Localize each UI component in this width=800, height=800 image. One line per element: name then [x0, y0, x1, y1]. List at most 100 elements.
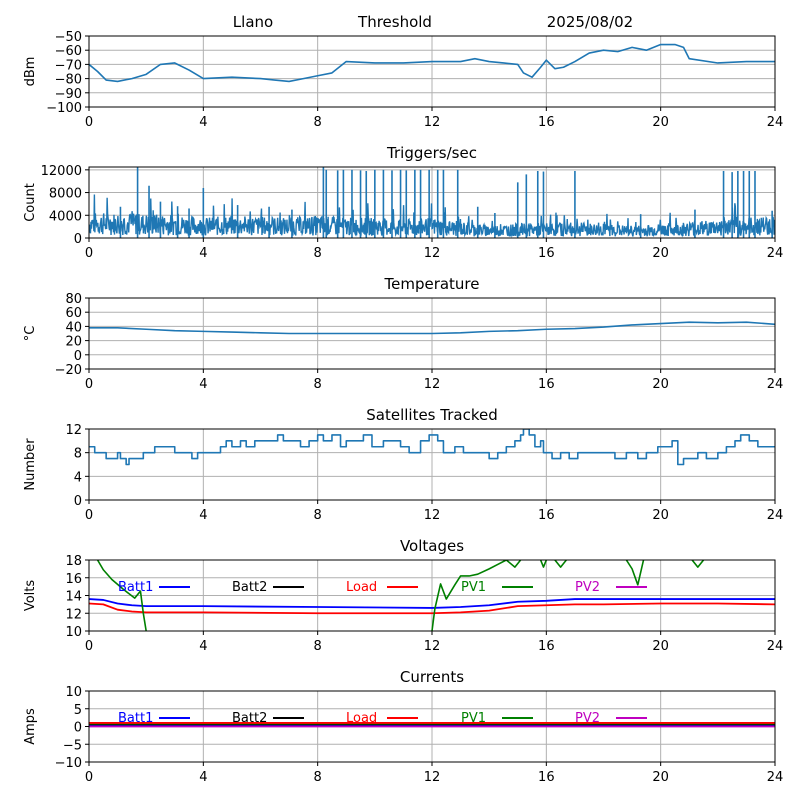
x-tick-label: 20: [652, 508, 669, 523]
y-axis-label: Amps: [23, 708, 38, 745]
x-tick-label: 8: [314, 770, 322, 785]
x-tick-label: 4: [199, 508, 207, 523]
y-tick-label: 20: [65, 335, 82, 350]
legend-label-batt1: Batt1: [118, 580, 153, 595]
plot-area: [89, 429, 775, 466]
x-tick-label: 20: [652, 639, 669, 654]
pv1-series: [96, 560, 147, 631]
panel-triggers: 0 4 8 12 16 20 24 0 4000 8000 12000 Triggers/sec Cou…: [23, 144, 783, 261]
y-axis-label: °C: [23, 326, 38, 342]
x-tick-label: 4: [199, 770, 207, 785]
panel-satellites: 0 4 8 12 16 20 24 0 4 8 12 Satellites Tracked Number: [23, 406, 783, 523]
y-tick-label: 12: [65, 423, 82, 438]
y-tick-label: −5: [63, 738, 82, 753]
chart-title: Triggers/sec: [386, 144, 477, 162]
axes-frame: [88, 35, 776, 108]
x-tick-label: 24: [767, 508, 784, 523]
plot-area: [89, 560, 775, 631]
header-date: 2025/08/02: [547, 13, 633, 31]
axes-frame: [88, 559, 776, 632]
y-tick-label: −90: [55, 87, 82, 102]
legend-label-batt2: Batt2: [232, 711, 267, 726]
axes-frame: [88, 166, 776, 239]
x-tick-label: 12: [424, 377, 441, 392]
pv1-series: [539, 560, 548, 568]
x-tick-label: 0: [85, 377, 93, 392]
y-tick-label: 10: [65, 685, 82, 700]
x-tick-label: 8: [314, 508, 322, 523]
y-tick-label: 0: [74, 721, 82, 736]
plot-area: [89, 167, 775, 238]
plot-area: [89, 722, 775, 728]
x-tick-label: 4: [199, 246, 207, 261]
x-tick-label: 8: [314, 377, 322, 392]
x-tick-label: 0: [85, 639, 93, 654]
y-tick-label: 0: [74, 232, 82, 247]
chart-title: Voltages: [400, 537, 464, 555]
y-tick-label: 12000: [41, 164, 82, 179]
plot-area: [89, 321, 775, 335]
pv1-series: [691, 560, 705, 568]
y-tick-label: −10: [55, 756, 82, 771]
y-tick-label: 8000: [49, 187, 82, 202]
y-tick-label: −50: [55, 30, 82, 45]
legend-label-pv2: PV2: [575, 580, 600, 595]
x-tick-label: 20: [652, 377, 669, 392]
x-tick-label: 8: [314, 115, 322, 130]
pv1-series: [431, 560, 522, 631]
x-tick-label: 16: [538, 639, 555, 654]
x-tick-label: 0: [85, 246, 93, 261]
x-tick-label: 8: [314, 246, 322, 261]
header-mode: Threshold: [357, 13, 432, 31]
x-tick-label: 16: [538, 246, 555, 261]
x-tick-label: 16: [538, 770, 555, 785]
y-tick-label: 60: [65, 306, 82, 321]
y-tick-label: 4: [74, 470, 82, 485]
legend-label-load: Load: [346, 711, 377, 726]
x-tick-label: 24: [767, 246, 784, 261]
x-tick-label: 16: [538, 377, 555, 392]
panel-currents: 0 4 8 12 16 20 24 −10 −5 0 5 10 Currents Amps Batt1 Bat…: [23, 668, 783, 785]
y-tick-label: 18: [65, 554, 82, 569]
x-tick-label: 0: [85, 115, 93, 130]
legend-label-load: Load: [346, 580, 377, 595]
legend-label-pv1: PV1: [461, 711, 486, 726]
y-tick-label: 10: [65, 625, 82, 640]
y-axis-label: Number: [23, 438, 38, 491]
y-tick-label: 0: [74, 349, 82, 364]
x-tick-label: 12: [424, 508, 441, 523]
x-tick-label: 20: [652, 246, 669, 261]
y-tick-label: 14: [65, 590, 82, 605]
y-tick-label: 12: [65, 607, 82, 622]
chart-title: Temperature: [383, 275, 479, 293]
y-tick-label: 5: [74, 703, 82, 718]
legend-label-batt1: Batt1: [118, 711, 153, 726]
y-axis-label: Volts: [23, 580, 38, 612]
x-tick-label: 24: [767, 639, 784, 654]
x-tick-label: 12: [424, 115, 441, 130]
y-tick-label: 40: [65, 320, 82, 335]
x-tick-label: 16: [538, 115, 555, 130]
y-tick-label: −70: [55, 58, 82, 73]
x-tick-label: 4: [199, 639, 207, 654]
y-tick-label: −20: [55, 363, 82, 378]
x-tick-label: 12: [424, 639, 441, 654]
y-tick-label: −80: [55, 73, 82, 88]
x-tick-label: 4: [199, 377, 207, 392]
x-tick-label: 0: [85, 508, 93, 523]
y-axis-label: dBm: [23, 57, 38, 87]
x-tick-label: 0: [85, 770, 93, 785]
y-axis-label: Count: [23, 183, 38, 222]
axes-frame: [88, 690, 776, 763]
x-tick-label: 20: [652, 115, 669, 130]
pv1-series: [554, 560, 567, 568]
x-tick-label: 8: [314, 639, 322, 654]
legend-label-pv1: PV1: [461, 580, 486, 595]
x-tick-label: 24: [767, 115, 784, 130]
y-tick-label: −100: [46, 101, 82, 116]
x-tick-label: 20: [652, 770, 669, 785]
plot-area: [89, 43, 775, 83]
